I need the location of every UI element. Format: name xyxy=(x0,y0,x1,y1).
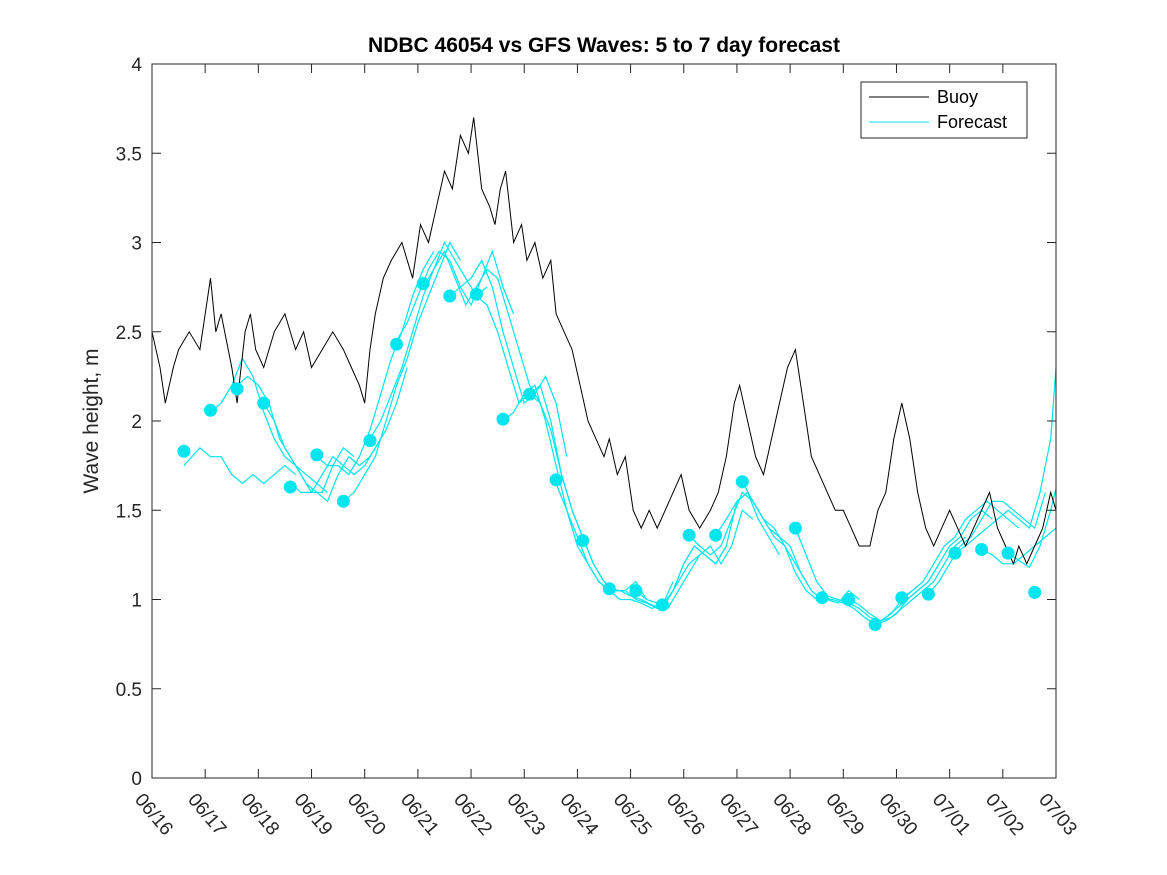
forecast-line xyxy=(343,241,461,502)
forecast-marker xyxy=(230,382,244,396)
y-tick-label: 4 xyxy=(131,55,142,76)
forecast-line xyxy=(582,536,701,610)
marker-layer xyxy=(177,277,1042,631)
series-layer xyxy=(151,117,1057,626)
forecast-marker xyxy=(549,473,563,487)
forecast-line xyxy=(741,481,860,604)
chart-title: NDBC 46054 vs GFS Waves: 5 to 7 day fore… xyxy=(368,34,840,57)
y-tick-label: 2.5 xyxy=(116,323,142,344)
forecast-marker xyxy=(948,546,962,560)
forecast-marker xyxy=(496,412,510,426)
forecast-marker xyxy=(682,528,696,542)
y-tick-label: 0 xyxy=(131,769,142,790)
y-tick-label: 3 xyxy=(131,234,142,255)
forecast-line xyxy=(954,367,1057,554)
forecast-marker xyxy=(895,591,909,605)
forecast-line xyxy=(635,509,754,610)
forecast-line xyxy=(874,509,993,625)
forecast-marker xyxy=(363,434,377,448)
forecast-line xyxy=(848,536,966,622)
y-axis: 0 0.5 1 1.5 2 2.5 3 3.5 4 xyxy=(116,55,1056,790)
forecast-line xyxy=(555,483,674,610)
plot-area xyxy=(151,63,1057,779)
forecast-marker xyxy=(257,396,271,410)
forecast-line xyxy=(901,500,1020,599)
forecast-marker xyxy=(815,591,829,605)
forecast-line xyxy=(289,367,408,493)
forecast-marker xyxy=(709,528,723,542)
legend: Buoy Forecast xyxy=(860,81,1028,139)
legend-label-buoy: Buoy xyxy=(937,87,978,107)
forecast-line xyxy=(1007,488,1057,569)
forecast-line xyxy=(662,491,781,606)
forecast-marker xyxy=(443,289,457,303)
forecast-line xyxy=(715,491,833,601)
y-tick-label: 2 xyxy=(131,412,142,433)
forecast-marker xyxy=(788,521,802,535)
forecast-marker xyxy=(390,337,404,351)
forecast-marker xyxy=(975,543,989,556)
forecast-line xyxy=(422,250,541,404)
forecast-line xyxy=(449,259,568,457)
forecast-marker xyxy=(523,387,537,401)
plot-background xyxy=(152,64,1056,778)
forecast-marker xyxy=(336,494,350,508)
forecast-marker xyxy=(283,480,297,494)
forecast-line xyxy=(210,357,328,493)
forecast-marker xyxy=(868,618,882,631)
forecast-marker xyxy=(629,584,643,598)
buoy-line xyxy=(151,117,1057,566)
forecast-marker xyxy=(656,598,669,612)
forecast-marker xyxy=(1028,585,1042,599)
forecast-marker xyxy=(735,475,749,489)
forecast-line xyxy=(396,249,515,342)
forecast-marker xyxy=(416,277,430,291)
y-tick-label: 1 xyxy=(131,591,142,612)
forecast-line xyxy=(981,527,1057,565)
forecast-marker xyxy=(842,593,856,606)
forecast-marker xyxy=(602,582,616,596)
forecast-marker xyxy=(1001,546,1015,560)
y-tick-label: 3.5 xyxy=(116,144,142,165)
y-tick-label: 0.5 xyxy=(116,680,142,701)
forecast-marker xyxy=(469,287,483,301)
legend-box xyxy=(860,81,1028,139)
forecast-line xyxy=(927,492,1046,595)
forecast-marker xyxy=(576,534,590,548)
y-tick-label: 1.5 xyxy=(116,501,142,522)
forecast-line xyxy=(316,251,435,476)
forecast-line xyxy=(183,446,296,485)
legend-label-forecast: Forecast xyxy=(937,112,1007,132)
forecast-marker xyxy=(310,448,324,462)
y-axis-label: Wave height, m xyxy=(80,348,103,493)
forecast-marker xyxy=(921,587,935,601)
forecast-marker xyxy=(177,444,191,458)
forecast-line xyxy=(263,402,382,503)
forecast-marker xyxy=(204,403,217,417)
